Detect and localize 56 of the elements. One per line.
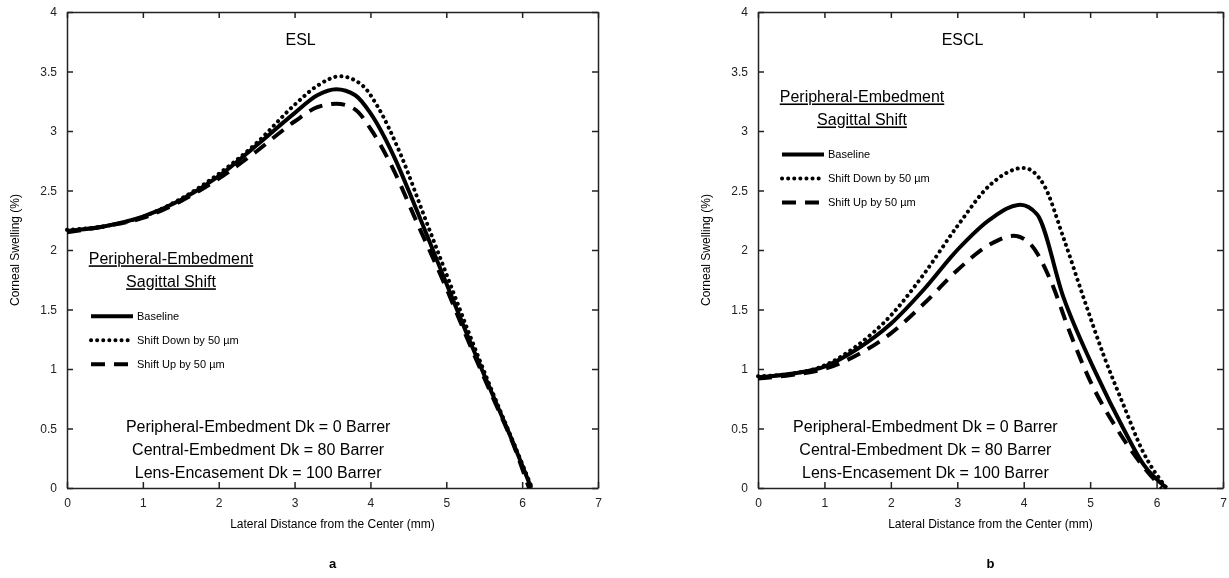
y-tick-label: 1 — [741, 362, 749, 377]
y-axis-title: Corneal Swelling (%) — [699, 193, 713, 307]
x-tick-label: 3 — [291, 495, 299, 510]
x-tick-label: 7 — [595, 495, 603, 510]
legend-label: Baseline — [828, 148, 871, 161]
x-tick-label: 6 — [1153, 495, 1161, 510]
x-tick-label: 7 — [1220, 495, 1228, 510]
y-tick-label: 3.5 — [731, 64, 749, 79]
y-tick-label: 4 — [50, 5, 58, 20]
x-axis-title: Lateral Distance from the Center (mm) — [888, 517, 1093, 531]
x-tick-label: 1 — [140, 495, 148, 510]
y-tick-label: 4 — [741, 5, 749, 20]
annotation: Lens-Encasement Dk = 100 Barrer — [134, 464, 383, 481]
x-axis-title: Lateral Distance from the Center (mm) — [230, 517, 435, 531]
y-tick-label: 2.5 — [40, 183, 58, 198]
y-tick-label: 1 — [50, 362, 58, 377]
x-tick-label: 6 — [519, 495, 527, 510]
y-tick-label: 3.5 — [40, 64, 58, 79]
legend-label: Shift Up by 50 µm — [828, 196, 916, 209]
x-tick-label: 2 — [888, 495, 896, 510]
y-tick-label: 0.5 — [40, 421, 58, 436]
y-tick-label: 2.5 — [731, 183, 749, 198]
annotation: Lens-Encasement Dk = 100 Barrer — [802, 464, 1050, 481]
annotation: Peripheral-Embedment Dk = 0 Barrer — [793, 418, 1059, 435]
legend-title: Peripheral-Embedment Sagittal Shift — [779, 88, 945, 129]
x-tick-label: 3 — [954, 495, 962, 510]
x-tick-label: 4 — [1020, 495, 1028, 510]
legend-label: Baseline — [137, 310, 180, 323]
y-axis-title: Corneal Swelling (%) — [8, 193, 22, 307]
legend-label: Shift Up by 50 µm — [137, 358, 225, 371]
legend-title: Peripheral-Embedment Sagittal Shift — [88, 250, 254, 291]
y-tick-label: 2 — [50, 243, 58, 258]
y-tick-label: 0 — [741, 481, 749, 496]
x-tick-label: 4 — [367, 495, 375, 510]
x-tick-label: 0 — [64, 495, 72, 510]
text: a — [328, 556, 337, 571]
annotation: Peripheral-Embedment Dk = 0 Barrer — [125, 418, 392, 435]
y-tick-label: 2 — [741, 243, 749, 258]
text: b — [986, 556, 995, 571]
y-tick-label: 1.5 — [731, 302, 749, 317]
y-tick-label: 3 — [50, 124, 58, 139]
x-tick-label: 5 — [443, 495, 451, 510]
y-tick-label: 3 — [741, 124, 749, 139]
y-tick-label: 1.5 — [40, 302, 58, 317]
x-tick-label: 0 — [755, 495, 763, 510]
annotation: Central-Embedment Dk = 80 Barrer — [132, 441, 385, 458]
legend-label: Shift Down by 50 µm — [828, 172, 930, 185]
legend-label: Shift Down by 50 µm — [137, 334, 239, 347]
text: ESL — [285, 31, 316, 48]
x-tick-label: 5 — [1087, 495, 1095, 510]
x-tick-label: 1 — [821, 495, 829, 510]
y-tick-label: 0 — [50, 481, 58, 496]
text: ESCL — [941, 31, 984, 48]
y-tick-label: 0.5 — [731, 421, 749, 436]
x-tick-label: 2 — [215, 495, 223, 510]
annotation: Central-Embedment Dk = 80 Barrer — [799, 441, 1053, 458]
